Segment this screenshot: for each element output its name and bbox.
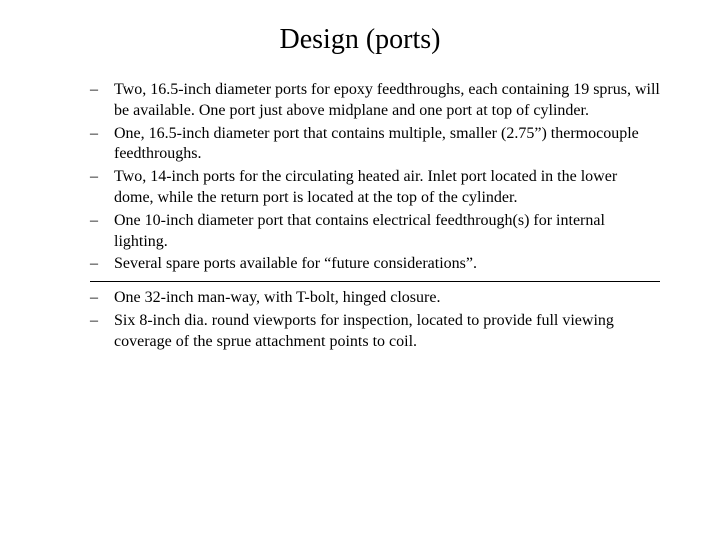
bullet-group-2: One 32-inch man-way, with T-bolt, hinged… — [60, 288, 660, 352]
list-item: Two, 16.5-inch diameter ports for epoxy … — [90, 80, 660, 122]
slide-title: Design (ports) — [60, 24, 660, 56]
list-item: One 32-inch man-way, with T-bolt, hinged… — [90, 288, 660, 309]
section-divider — [90, 281, 660, 282]
list-item: Two, 14-inch ports for the circulating h… — [90, 167, 660, 209]
list-item: Six 8-inch dia. round viewports for insp… — [90, 311, 660, 353]
bullet-group-1: Two, 16.5-inch diameter ports for epoxy … — [60, 80, 660, 275]
list-item: Several spare ports available for “futur… — [90, 254, 660, 275]
list-item: One, 16.5-inch diameter port that contai… — [90, 124, 660, 166]
list-item: One 10-inch diameter port that contains … — [90, 211, 660, 253]
